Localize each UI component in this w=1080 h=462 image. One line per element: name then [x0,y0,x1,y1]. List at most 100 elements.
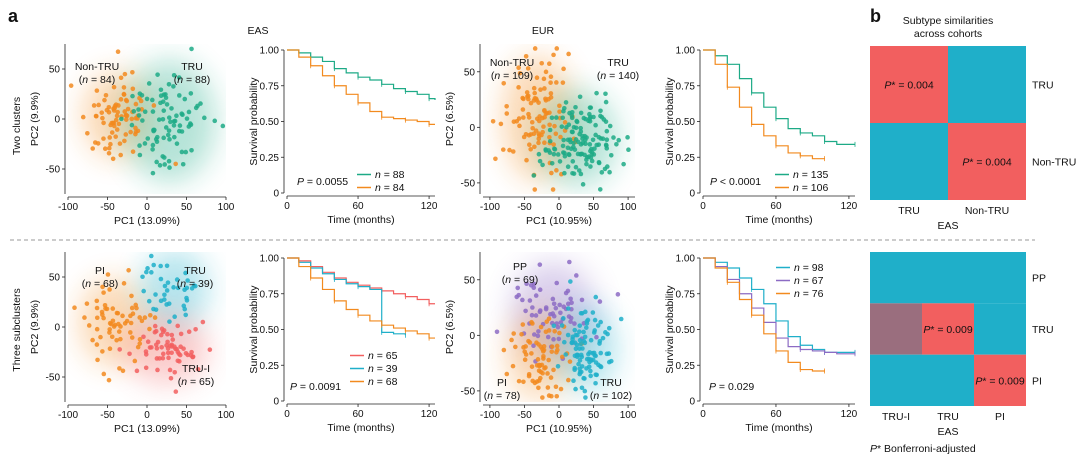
data-point [139,318,145,324]
data-point [524,157,529,163]
data-point [94,298,100,304]
data-point [128,320,134,326]
data-point [586,154,592,160]
data-point [525,66,531,71]
x-tick-label: 50 [181,410,193,421]
data-point [590,137,596,143]
heatmap-cell [870,46,948,123]
data-point [107,327,113,332]
data-point [573,125,579,131]
data-point [188,121,193,126]
heatmap-x-label: TRU [937,411,959,423]
data-point [517,123,522,129]
data-point [128,330,133,335]
heatmap-x-label: TRU-I [882,411,910,423]
data-point [547,122,552,128]
data-point [611,135,616,140]
data-point [109,334,115,340]
data-point [90,337,95,343]
data-point [176,75,182,80]
data-point [521,134,527,140]
data-point [557,302,562,308]
data-point [123,112,129,118]
data-point [580,346,585,351]
data-point [160,351,166,357]
data-point [579,364,585,369]
data-point [578,341,584,347]
data-point [100,284,105,290]
heatmap-cell [870,252,922,304]
data-point [165,331,170,337]
points [72,253,213,394]
x-tick-label: 0 [556,202,562,213]
data-point [551,301,557,307]
data-point [160,99,166,104]
data-point [536,118,542,124]
data-point [583,395,588,400]
data-point [531,85,537,91]
y-tick-label: 0.50 [676,325,696,336]
data-point [565,145,571,151]
data-point [168,375,174,381]
data-point [130,93,135,99]
data-point [519,331,524,337]
data-point [178,344,183,349]
data-point [141,288,146,294]
data-point [561,316,566,321]
data-point [570,334,576,340]
data-point [593,380,598,386]
x-axis-label: Time (months) [745,214,812,226]
data-point [593,353,598,359]
x-tick-label: 0 [700,409,706,420]
data-point [94,342,100,347]
data-point [98,334,103,340]
data-point [530,321,535,326]
data-point [115,49,121,54]
data-point [142,109,148,114]
data-point [578,152,583,157]
data-point [166,301,172,306]
survival-curve [287,257,435,339]
data-point [184,116,190,121]
data-point [554,280,560,286]
data-point [588,368,593,374]
y-tick-label: 0.25 [260,153,280,164]
data-point [543,148,549,153]
data-point [130,86,136,92]
data-point [101,315,106,321]
data-point [163,95,169,101]
data-point [90,146,96,151]
chart-eas_three_km: 0 60 120 0 0.25 0.50 0.75 1.00 Time (months) Surv… [248,254,438,435]
data-point [524,281,529,287]
data-point [193,283,198,289]
data-point [596,134,602,140]
data-point [110,156,116,162]
data-point [168,119,173,125]
y-axis-label: Survival probability [248,285,260,374]
data-point [72,305,77,311]
data-point [584,366,589,371]
data-point [91,103,97,108]
data-point [102,146,108,152]
data-point [185,352,190,358]
data-point [556,336,562,342]
data-point [561,137,566,143]
data-point [555,324,561,330]
heatmap-cell [974,252,1026,304]
data-point [530,305,535,310]
data-point [521,96,526,102]
data-point [95,357,100,363]
data-point [553,384,559,390]
data-point [111,106,116,111]
data-point [169,106,174,111]
heatmap-cell [948,123,1026,200]
data-point [511,331,516,336]
data-point [587,350,593,355]
data-point [532,90,538,96]
data-point [510,149,516,154]
data-point [549,161,555,166]
data-point [101,290,106,295]
cluster-count: (n = 69) [502,274,539,286]
data-point [578,310,584,316]
data-point [166,128,172,133]
